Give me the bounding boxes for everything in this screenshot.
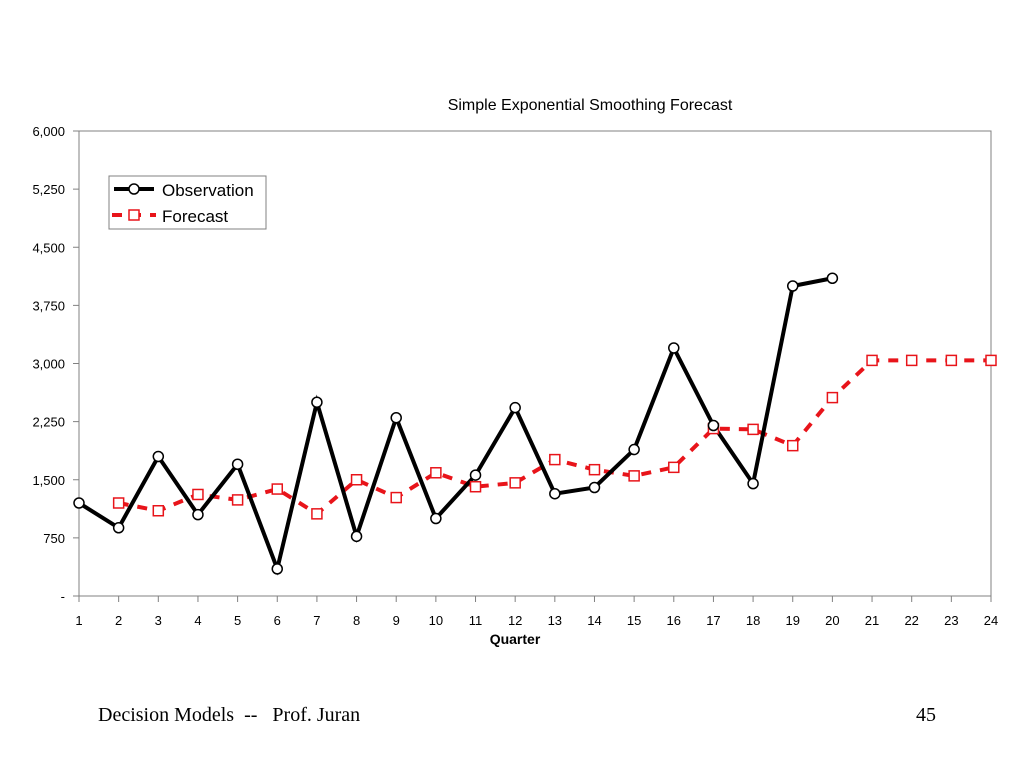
forecast-point bbox=[350, 474, 363, 486]
legend-observation-label: Observation bbox=[162, 181, 254, 200]
y-tick-label: 4,500 bbox=[32, 240, 65, 255]
observation-series-line bbox=[77, 276, 833, 576]
observation-point bbox=[786, 280, 799, 292]
forecast-point bbox=[747, 423, 759, 436]
y-tick-label: 3,750 bbox=[32, 298, 65, 313]
x-tick-label: 9 bbox=[393, 613, 400, 628]
forecast-point bbox=[945, 354, 958, 367]
observation-point bbox=[509, 401, 521, 414]
observation-point bbox=[549, 487, 561, 500]
footer-course-label: Decision Models -- Prof. Juran bbox=[98, 704, 361, 726]
x-axis-label: Quarter bbox=[490, 631, 541, 647]
observation-point bbox=[707, 419, 720, 432]
legend-forecast-label: Forecast bbox=[162, 207, 228, 226]
observation-point bbox=[826, 272, 839, 284]
forecast-point bbox=[469, 480, 482, 493]
y-tick-label: 1,500 bbox=[32, 473, 65, 488]
x-tick-label: 15 bbox=[627, 613, 641, 628]
x-tick-label: 4 bbox=[194, 613, 201, 628]
x-tick-label: 24 bbox=[984, 613, 998, 628]
forecast-point bbox=[549, 453, 561, 466]
y-tick-label: 3,000 bbox=[32, 357, 65, 372]
x-tick-label: 19 bbox=[786, 613, 800, 628]
x-tick-label: 8 bbox=[353, 613, 360, 628]
x-tick-label: 23 bbox=[944, 613, 958, 628]
forecast-point bbox=[628, 470, 640, 482]
y-tick-label: - bbox=[61, 589, 65, 604]
x-tick-label: 3 bbox=[155, 613, 162, 628]
forecast-point bbox=[192, 488, 204, 501]
x-tick-label: 12 bbox=[508, 613, 522, 628]
x-tick-label: 20 bbox=[825, 613, 839, 628]
observation-point bbox=[271, 563, 284, 575]
observation-point bbox=[430, 512, 442, 525]
observation-point bbox=[668, 342, 680, 354]
forecast-point bbox=[430, 467, 442, 479]
observation-point bbox=[73, 497, 85, 509]
observation-point bbox=[747, 477, 759, 490]
y-tick-label: 2,250 bbox=[32, 415, 65, 430]
observation-point bbox=[231, 458, 244, 470]
observation-point bbox=[628, 443, 640, 456]
observation-point bbox=[112, 522, 125, 534]
forecast-point bbox=[866, 354, 878, 367]
observation-point bbox=[469, 469, 482, 481]
forecast-point bbox=[390, 491, 402, 504]
x-tick-label: 5 bbox=[234, 613, 241, 628]
forecast-point bbox=[905, 354, 918, 367]
forecast-point bbox=[826, 391, 839, 404]
x-tick-label: 14 bbox=[587, 613, 601, 628]
x-tick-label: 7 bbox=[313, 613, 320, 628]
observation-point bbox=[192, 508, 204, 521]
x-tick-label: 6 bbox=[274, 613, 281, 628]
observation-point bbox=[390, 412, 402, 424]
x-tick-label: 2 bbox=[115, 613, 122, 628]
x-tick-label: 13 bbox=[548, 613, 562, 628]
x-tick-label: 17 bbox=[706, 613, 720, 628]
y-tick-label: 750 bbox=[43, 531, 65, 546]
forecast-point bbox=[509, 477, 521, 489]
y-tick-label: 5,250 bbox=[32, 182, 65, 197]
observation-point bbox=[152, 450, 165, 463]
line-chart: Simple Exponential Smoothing Forecast-75… bbox=[32, 97, 998, 647]
observation-point bbox=[588, 481, 601, 494]
forecast-point bbox=[271, 483, 284, 495]
legend-observation-marker bbox=[128, 183, 140, 195]
x-tick-label: 16 bbox=[667, 613, 681, 628]
forecast-point bbox=[152, 505, 165, 517]
x-tick-label: 10 bbox=[429, 613, 443, 628]
observation-point bbox=[311, 396, 323, 408]
forecast-point bbox=[985, 354, 997, 367]
forecast-point bbox=[668, 461, 680, 474]
chart-title: Simple Exponential Smoothing Forecast bbox=[448, 97, 733, 114]
x-tick-label: 21 bbox=[865, 613, 879, 628]
footer-page-number: 45 bbox=[916, 704, 936, 726]
x-tick-label: 1 bbox=[75, 613, 82, 628]
x-tick-label: 11 bbox=[469, 613, 483, 628]
x-tick-label: 18 bbox=[746, 613, 760, 628]
x-tick-label: 22 bbox=[904, 613, 918, 628]
forecast-point bbox=[588, 463, 601, 476]
forecast-point bbox=[112, 497, 125, 509]
forecast-point bbox=[231, 494, 244, 506]
forecast-point bbox=[311, 508, 323, 520]
legend-forecast-marker bbox=[128, 209, 140, 221]
forecast-point bbox=[786, 439, 799, 452]
y-tick-label: 6,000 bbox=[32, 124, 65, 139]
observation-point bbox=[350, 530, 363, 543]
